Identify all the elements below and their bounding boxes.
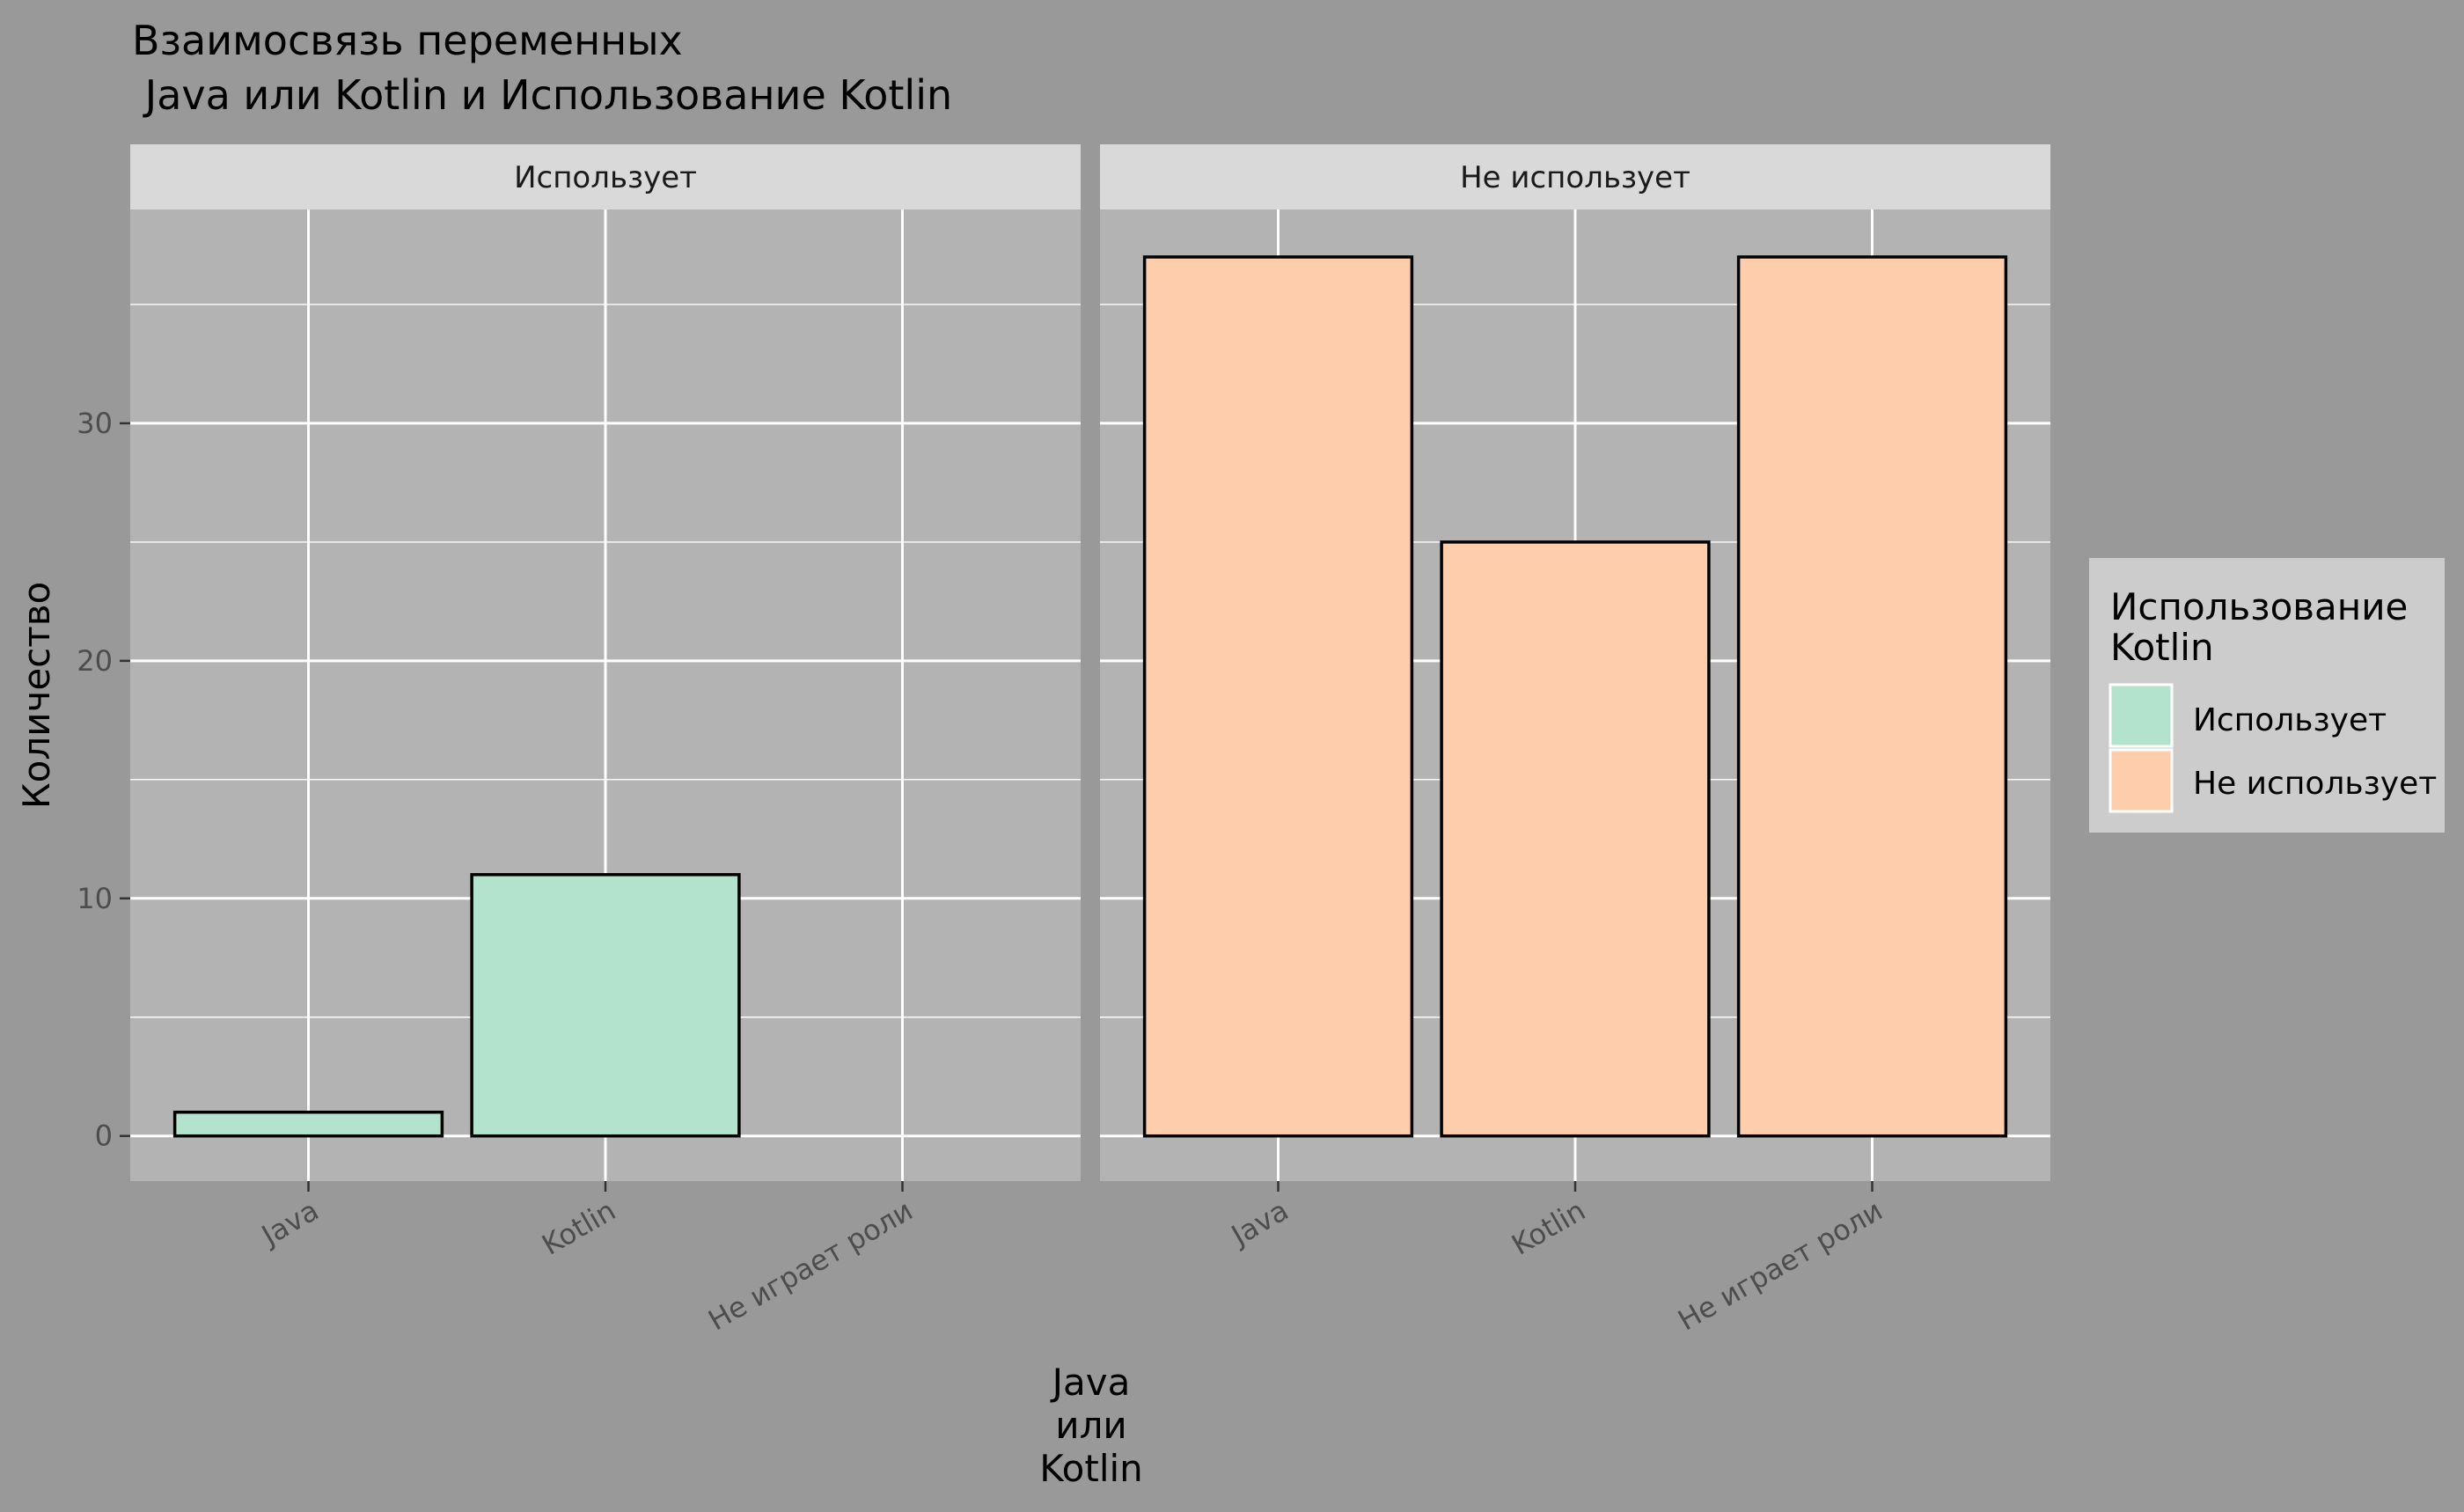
facet-strip-1	[130, 144, 1081, 209]
y-axis-ticks: 0 10 20 30	[77, 407, 130, 1153]
legend-key-ne-ispolzuet	[2108, 748, 2174, 813]
facet-strip-2	[1100, 144, 2050, 209]
x-axis-title-line-3: Kotlin	[1039, 1447, 1143, 1490]
bar-использует-java	[172, 1110, 444, 1138]
y-tick-label: 10	[77, 882, 113, 915]
legend: Использование Kotlin Использует Не испол…	[2089, 558, 2445, 833]
y-tick-label: 20	[77, 644, 113, 678]
y-tick-label: 30	[77, 407, 113, 440]
facet-strip-label-2: Не использует	[1460, 160, 1690, 195]
chart-title-line-1: Взаимосвязь переменных	[132, 17, 683, 64]
y-axis-title: Количество	[15, 582, 58, 809]
x-axis-title-line-2: или	[1055, 1404, 1126, 1447]
chart-title-line-2: Java или Kotlin и Использование Kotlin	[132, 71, 952, 119]
facet-panels: Использует Не использует	[130, 144, 2050, 1181]
legend-title-line-2: Kotlin	[2110, 626, 2214, 669]
legend-key-ispolzuet	[2108, 683, 2174, 748]
bar-не-использует-не-играет-роли	[1736, 255, 2008, 1138]
bar-не-использует-java	[1142, 255, 1414, 1138]
bar-использует-kotlin	[470, 873, 741, 1138]
legend-label-ne-ispolzuet: Не использует	[2193, 766, 2437, 802]
bar-не-использует-kotlin	[1440, 540, 1711, 1138]
legend-label-ispolzuet: Использует	[2193, 702, 2387, 738]
facet-strip-label-1: Использует	[514, 160, 697, 195]
x-axis-title-line-1: Java	[1050, 1361, 1131, 1404]
y-tick-label: 0	[95, 1119, 113, 1153]
legend-title-line-1: Использование	[2110, 585, 2408, 628]
